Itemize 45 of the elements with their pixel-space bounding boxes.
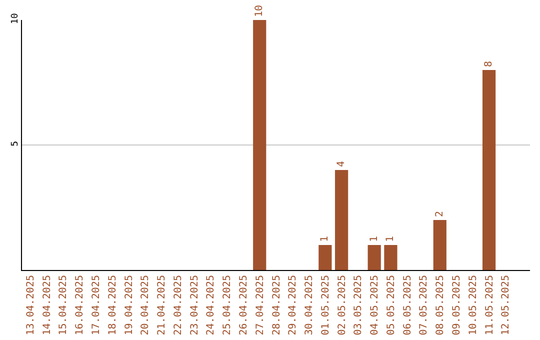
x-tick-label: 09.05.2025 (452, 275, 463, 336)
x-tick-label: 21.04.2025 (156, 275, 168, 336)
x-tick-label: 25.04.2025 (222, 275, 234, 336)
x-tick-label: 30.04.2025 (304, 275, 316, 336)
bar (318, 245, 332, 270)
x-tick-label: 04.05.2025 (370, 275, 381, 336)
data-label: 2 (434, 210, 446, 217)
data-label: 1 (368, 236, 380, 242)
x-tick-label: 24.04.2025 (206, 275, 217, 336)
y-tick-label: 5 (10, 140, 20, 146)
x-tick-label: 28.04.2025 (271, 275, 282, 336)
x-tick-label: 15.04.2025 (58, 275, 70, 336)
x-tick-label: 10.05.2025 (468, 275, 479, 336)
x-tick-label: 20.04.2025 (140, 275, 152, 336)
bar (384, 245, 398, 270)
x-tick-label: 12.05.2025 (500, 275, 512, 336)
x-tick-label: 29.04.2025 (288, 275, 299, 336)
x-tick-label: 14.04.2025 (42, 275, 53, 336)
x-tick-label: 01.05.2025 (320, 275, 332, 336)
x-tick-label: 08.05.2025 (435, 275, 446, 336)
bar (368, 245, 381, 270)
x-tick-label: 23.04.2025 (189, 275, 200, 336)
data-label: 10 (254, 4, 266, 17)
x-tick-label: 26.04.2025 (238, 275, 250, 336)
x-tick-label: 27.04.2025 (254, 275, 266, 336)
x-tick-label: 22.04.2025 (172, 275, 184, 336)
x-tick-label: 07.05.2025 (418, 275, 430, 336)
x-tick-label: 13.04.2025 (25, 275, 36, 336)
bar (253, 20, 266, 270)
x-tick-label: 05.05.2025 (386, 275, 397, 336)
bar (482, 70, 496, 270)
x-tick-label: 11.05.2025 (484, 275, 496, 336)
data-label: 4 (336, 160, 348, 167)
x-tick-label: 18.04.2025 (107, 275, 118, 336)
data-label: 8 (484, 60, 495, 67)
x-tick-label: 03.05.2025 (353, 275, 364, 336)
x-tick-label: 17.04.2025 (90, 275, 102, 336)
bar (433, 220, 446, 270)
bar (334, 170, 348, 270)
x-tick-label: 19.04.2025 (124, 275, 135, 336)
x-tick-label: 06.05.2025 (402, 275, 414, 336)
data-label: 1 (385, 236, 396, 242)
x-tick-label: 16.04.2025 (74, 275, 86, 336)
data-label: 1 (320, 236, 331, 242)
x-tick-label: 02.05.2025 (336, 275, 348, 336)
